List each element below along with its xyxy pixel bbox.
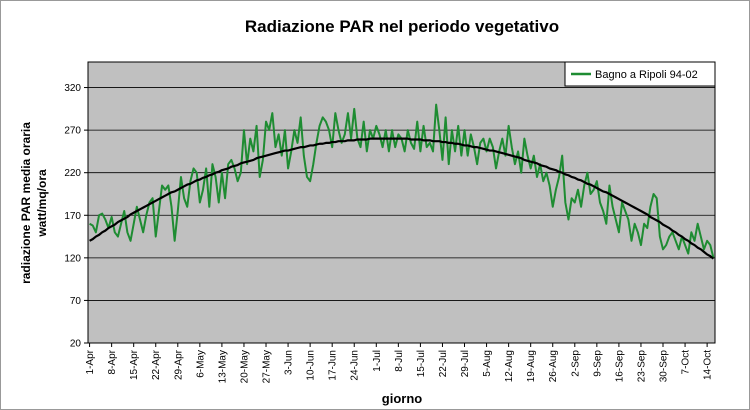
x-tick-label: 22-Jul — [438, 350, 449, 377]
x-tick-label: 16-Sep — [614, 350, 625, 383]
y-tick-label: 220 — [64, 168, 81, 179]
y-axis-title: watt/mq/ora — [35, 169, 49, 238]
x-tick-label: 2-Sep — [570, 350, 581, 377]
y-tick-label: 120 — [64, 253, 81, 264]
x-tick-label: 29-Apr — [173, 349, 184, 380]
x-tick-label: 7-Oct — [681, 350, 692, 375]
trend-line — [89, 137, 715, 260]
x-axis-title: giorno — [382, 391, 422, 406]
y-tick-label: 320 — [64, 83, 81, 94]
chart-title: Radiazione PAR nel periodo vegetativo — [245, 17, 559, 36]
x-tick-label: 5-Aug — [482, 350, 493, 377]
x-tick-label: 22-Apr — [151, 349, 162, 380]
x-tick-label: 27-May — [262, 350, 273, 383]
x-tick-label: 1-Apr — [85, 349, 96, 374]
y-tick-label: 20 — [70, 339, 82, 350]
x-tick-label: 8-Apr — [107, 349, 118, 374]
x-tick-label: 26-Aug — [548, 350, 559, 382]
x-tick-label: 24-Jun — [350, 350, 361, 381]
x-tick-label: 17-Jun — [328, 350, 339, 381]
y-tick-label: 70 — [70, 296, 82, 307]
x-tick-label: 15-Jul — [416, 350, 427, 377]
plot-area — [88, 62, 715, 343]
x-tick-label: 20-May — [239, 350, 250, 383]
x-tick-label: 29-Jul — [460, 350, 471, 377]
x-tick-label: 15-Apr — [129, 349, 140, 380]
x-tick-label: 23-Sep — [636, 350, 647, 383]
x-tick-label: 10-Jun — [306, 350, 317, 381]
x-tick-label: 14-Oct — [703, 350, 714, 380]
x-tick-label: 13-May — [217, 350, 228, 383]
x-tick-label: 3-Jun — [284, 350, 295, 375]
x-tick-label: 1-Jul — [372, 350, 383, 372]
legend: Bagno a Ripoli 94-02 — [564, 61, 716, 87]
x-tick-label: 30-Sep — [659, 350, 670, 383]
x-tick-label: 12-Aug — [504, 350, 515, 382]
y-axis-title: radiazione PAR media oraria — [19, 122, 33, 284]
y-tick-label: 170 — [64, 211, 81, 222]
x-tick-label: 6-May — [195, 350, 206, 378]
x-tick-label: 19-Aug — [526, 350, 537, 382]
plot-border — [87, 61, 716, 344]
x-tick-label: 8-Jul — [394, 350, 405, 372]
x-tick-label: 9-Sep — [592, 350, 603, 377]
legend-label: Bagno a Ripoli 94-02 — [595, 69, 698, 81]
y-tick-label: 270 — [64, 126, 81, 137]
